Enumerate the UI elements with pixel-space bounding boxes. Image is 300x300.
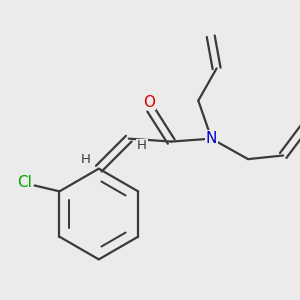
Text: H: H <box>137 140 147 152</box>
Text: O: O <box>143 94 155 110</box>
Text: H: H <box>81 153 91 166</box>
Text: N: N <box>206 131 217 146</box>
Text: Cl: Cl <box>17 175 32 190</box>
